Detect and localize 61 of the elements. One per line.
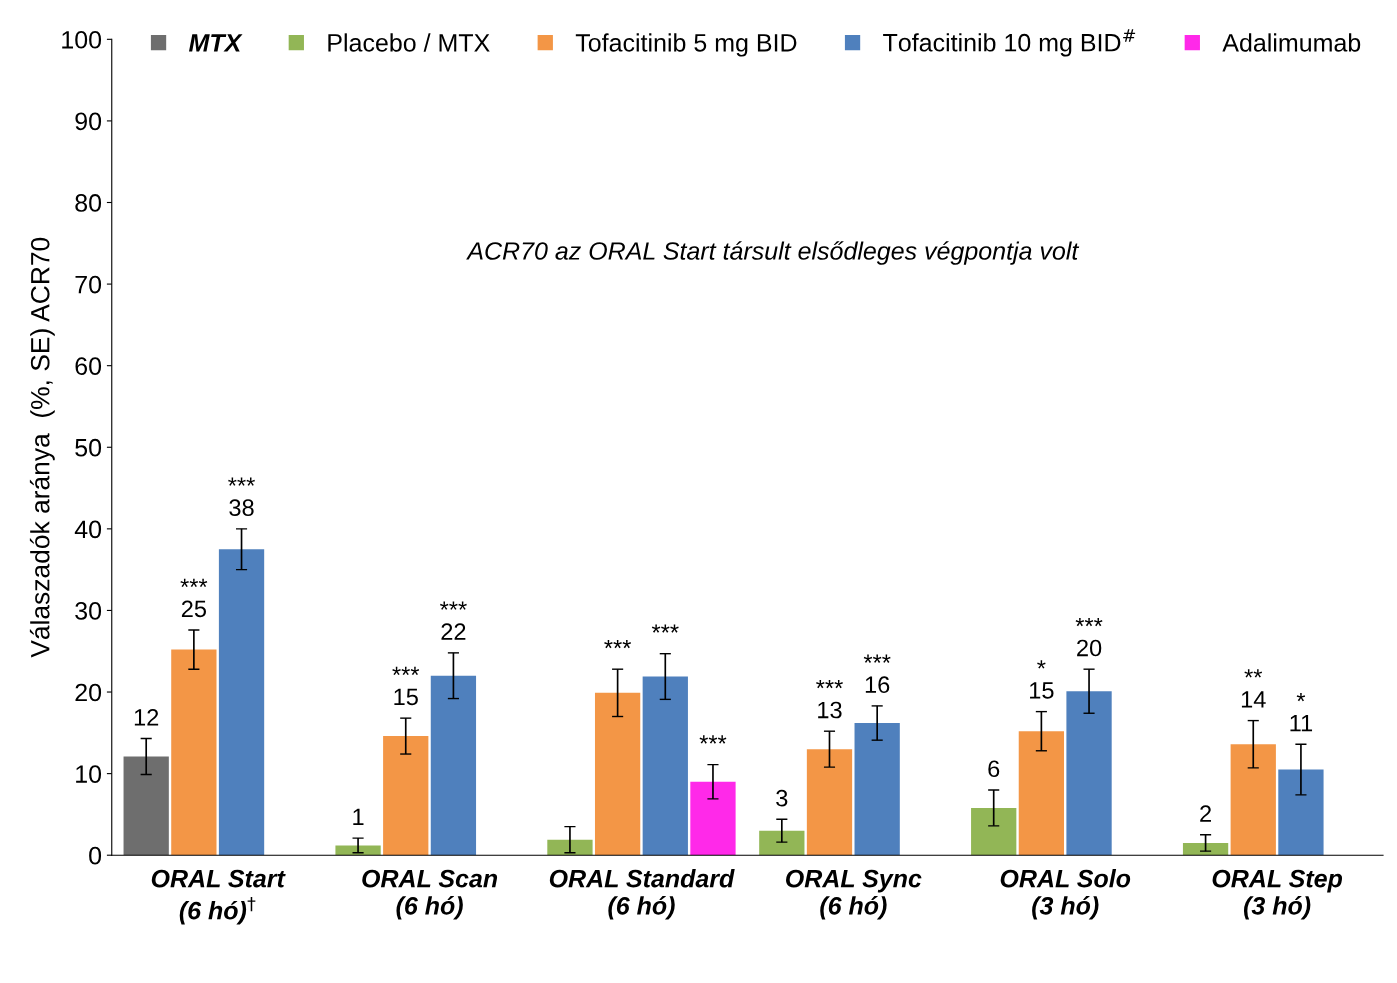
x-tick-label: ORAL Sync (6 hó) (786, 869, 922, 920)
y-tick-label: 0 (89, 846, 102, 865)
y-tick-label: 50 (75, 438, 102, 457)
bar (383, 736, 429, 856)
data-label: 1 (353, 808, 364, 826)
y-tick-label: 40 (74, 520, 102, 539)
data-label: 12 (134, 708, 159, 726)
bar (1066, 691, 1112, 856)
data-label: *** 22 (440, 601, 467, 640)
bar (594, 692, 641, 856)
data-label: *** 38 (228, 477, 255, 517)
data-label: 3 (776, 789, 788, 807)
x-tick-label: ORAL Standard (6 hó) (549, 869, 735, 920)
bar (547, 839, 593, 856)
bar (430, 675, 477, 856)
bar (806, 749, 853, 856)
y-tick-label: 100 (62, 30, 102, 49)
bar (1230, 744, 1276, 856)
bar (218, 549, 265, 856)
y-tick-label: 30 (75, 602, 102, 620)
data-label: * 15 (1030, 660, 1054, 699)
y-tick-label: 60 (75, 357, 102, 375)
y-tick-label: 90 (75, 112, 102, 131)
bar (971, 807, 1017, 856)
data-label: 6 (988, 760, 1000, 778)
data-label: *** 15 (392, 666, 420, 706)
data-label: *** (651, 624, 679, 633)
legend-label: Placebo / MTX (328, 33, 490, 52)
bar (171, 649, 217, 856)
y-axis-title: Válaszadók aránya (%, SE) ACR70 (29, 237, 55, 658)
bar (642, 676, 688, 856)
data-label: *** 20 (1075, 617, 1103, 657)
bar (123, 756, 169, 856)
data-label: ** 14 (1241, 669, 1266, 708)
bar (1018, 731, 1065, 856)
bar (335, 845, 381, 856)
annotation: ACR70 az ORAL Start társult elsődleges végpontja volt (466, 241, 1080, 265)
bar (1278, 769, 1324, 856)
x-tick-label: ORAL Solo (3 hó) (1000, 869, 1131, 920)
data-label: 2 (1200, 805, 1211, 822)
y-tick-label: 20 (75, 683, 102, 702)
data-label: *** (699, 735, 727, 744)
data-label: *** 25 (180, 578, 208, 618)
legend-label: Adalimumab (1222, 33, 1361, 52)
data-label: *** 13 (816, 679, 843, 719)
x-tick-label: ORAL Start (6 hó)$^{†}$ (151, 869, 286, 925)
bar (1182, 842, 1229, 856)
y-tick-label: 80 (75, 194, 102, 212)
data-label: *** (604, 639, 632, 649)
bar (690, 781, 736, 856)
data-label: * 11 (1290, 692, 1313, 732)
legend-label: MTX (188, 34, 243, 52)
x-tick-label: ORAL Step (3 hó) (1212, 869, 1343, 920)
legend-label: Tofacitinib 5 mg BID (575, 33, 797, 57)
data-label: *** 16 (863, 654, 891, 694)
y-tick-label: 10 (76, 765, 102, 783)
y-tick-label: 70 (75, 275, 102, 294)
legend-label: Tofacitinib 10 mg BID$^{#}$ (883, 29, 1136, 57)
bar (854, 723, 900, 856)
x-tick-label: ORAL Scan (6 hó) (362, 869, 498, 920)
bar (759, 830, 805, 856)
